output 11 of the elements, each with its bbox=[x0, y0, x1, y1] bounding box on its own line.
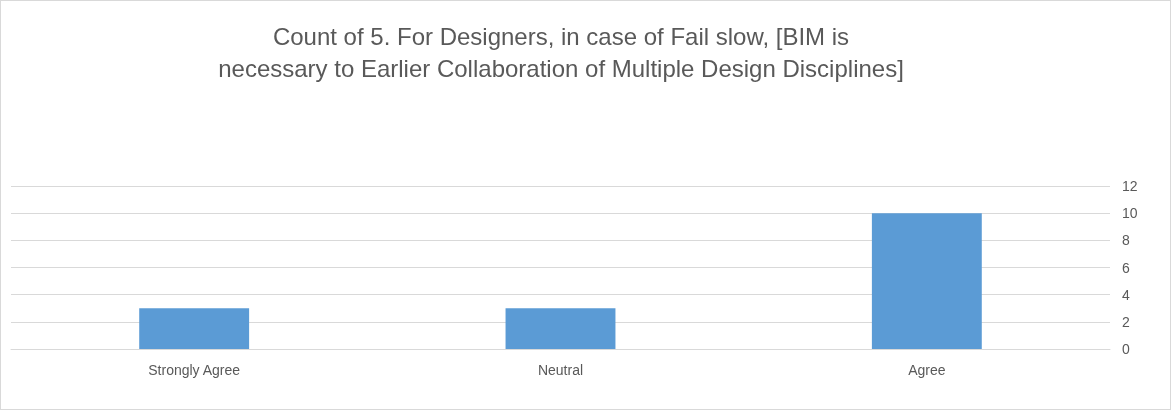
chart-title: Count of 5. For Designers, in case of Fail slow, [BIM is necessary to Earlier Collaboration of Multiple Design Disciplines] bbox=[218, 22, 904, 82]
y-tick-label: 4 bbox=[1122, 286, 1130, 303]
y-tick-label: 10 bbox=[1122, 205, 1138, 222]
x-tick-label: Neutral bbox=[537, 362, 584, 378]
x-tick-label: Strongly Agree bbox=[148, 362, 241, 378]
y-tick-label: 8 bbox=[1122, 232, 1130, 249]
x-tick-label: Agree bbox=[908, 362, 946, 378]
y-tick-label: 12 bbox=[1122, 178, 1138, 194]
y-tick-label: 6 bbox=[1122, 259, 1130, 276]
y-tick-label: 2 bbox=[1122, 313, 1130, 330]
y-tick-label: 0 bbox=[1122, 341, 1130, 357]
